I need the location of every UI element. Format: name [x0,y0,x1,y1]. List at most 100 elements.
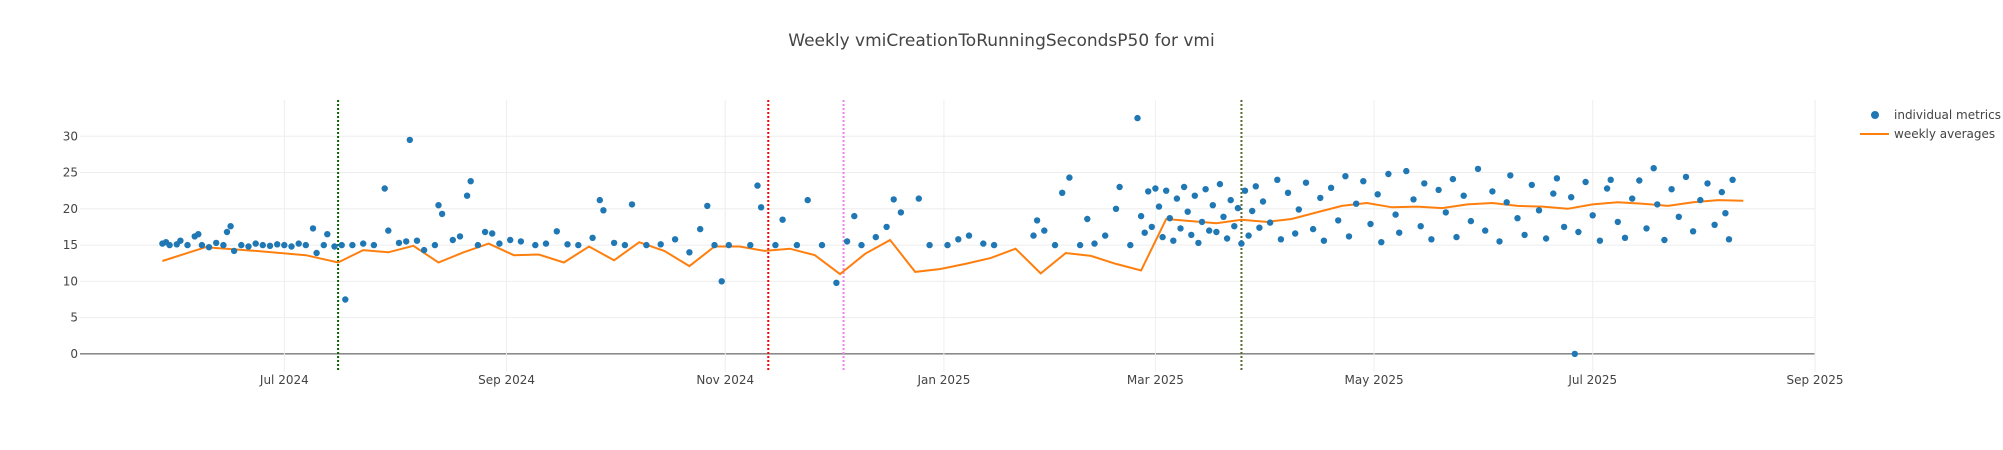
grid-layer [80,100,1816,372]
data-point [438,210,446,218]
data-point [205,244,213,251]
data-point [833,279,840,286]
data-point [1163,187,1170,194]
data-point [1238,240,1245,247]
data-point [1467,217,1475,225]
data-point [342,296,349,303]
data-point [1195,239,1202,247]
data-point [1245,232,1252,239]
data-point [1302,179,1310,186]
data-point [1177,225,1184,232]
data-point [1550,190,1557,197]
data-point [711,241,718,249]
data-point [1503,199,1510,206]
data-point [1116,183,1123,191]
data-point [360,240,367,247]
data-point [184,241,191,249]
data-point [1453,233,1460,241]
data-point [1528,181,1536,189]
data-point [1367,220,1374,228]
data-point [532,241,539,249]
data-point [1030,232,1037,239]
data-point [266,242,274,249]
data-point [1575,228,1582,236]
x-tick-label: Mar 2025 [1127,373,1184,387]
data-point [1378,239,1385,246]
data-point [1274,176,1281,183]
legend[interactable]: individual metrics weekly averages [1860,108,2001,141]
data-point [883,223,890,231]
data-point [1173,195,1181,202]
data-point [704,202,711,210]
data-point [1206,227,1213,234]
data-point [1180,183,1188,191]
data-point [1220,213,1227,220]
data-point [779,216,786,223]
data-point [238,241,245,249]
data-point [1256,224,1263,231]
data-point [1643,225,1650,232]
data-point [223,228,231,236]
data-point [220,241,227,249]
data-point [1295,206,1303,213]
data-point [1076,241,1084,249]
y-tick-label: 25 [63,166,78,180]
data-point [467,178,474,185]
data-point [1571,350,1579,358]
data-point [1252,183,1260,190]
data-point [564,241,571,248]
data-point [1654,201,1661,208]
data-point [818,241,826,249]
data-point [1309,225,1317,233]
data-point [772,241,779,249]
data-point [456,233,464,240]
data-point [1141,229,1148,236]
data-point [1188,231,1195,239]
data-point [1148,223,1156,231]
data-point [489,230,496,237]
data-point [1507,172,1514,179]
data-point [274,241,281,248]
data-point [1482,227,1489,234]
data-point [757,204,765,211]
data-point [1496,238,1503,245]
data-point [1259,198,1267,205]
data-point [980,240,987,247]
data-point [1403,167,1410,175]
data-point [872,233,879,241]
axis-layer: 0 5 10 15 20 25 30 Jul 2024 Sep 2024 Nov 2024 Jan … [63,129,1844,387]
data-point [1428,236,1435,243]
data-point [517,238,525,245]
data-point [600,207,607,214]
data-point [851,212,858,220]
data-point [381,185,388,192]
data-point [1127,241,1134,249]
data-point [1553,175,1561,182]
data-point [385,227,392,234]
data-point [1277,236,1285,243]
data-point [309,225,317,232]
data-point [1697,196,1704,204]
data-point [1249,207,1256,215]
data-point [227,223,234,230]
data-point [1603,185,1611,192]
data-point [575,241,582,249]
data-point [1170,237,1177,244]
data-point [406,136,413,144]
reference-lines [337,100,1243,372]
data-point [955,236,962,243]
individual-metrics-series [159,114,1736,358]
data-point [915,195,922,202]
data-point [1213,228,1220,236]
data-point [481,228,489,236]
data-point [1729,176,1736,183]
data-point [542,240,550,247]
data-point [610,239,618,247]
data-point [643,241,650,249]
y-tick-label: 5 [70,311,78,325]
data-point [1216,180,1224,188]
data-point [449,236,456,244]
data-point [1353,200,1360,207]
data-point [1460,192,1467,199]
data-point [1360,178,1367,185]
